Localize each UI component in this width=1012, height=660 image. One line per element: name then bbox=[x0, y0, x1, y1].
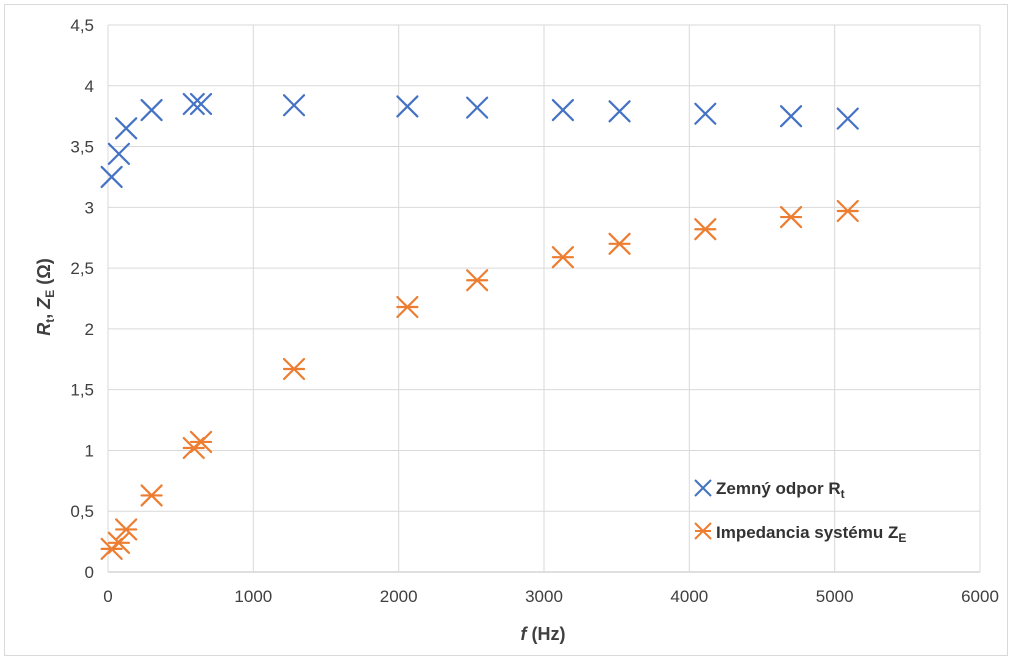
y-tick-label: 4,5 bbox=[70, 16, 94, 35]
x-marker-point bbox=[466, 96, 489, 119]
y-tick-label: 0 bbox=[85, 563, 94, 582]
star-marker-point bbox=[466, 269, 489, 292]
legend-entry-ze: Impedancia systému ZE bbox=[694, 522, 906, 545]
x-marker-point bbox=[100, 165, 123, 189]
star-marker-point bbox=[694, 218, 717, 241]
y-tick-label: 1,5 bbox=[70, 381, 94, 400]
x-marker-point bbox=[608, 100, 631, 123]
y-tick-label: 2 bbox=[85, 320, 94, 339]
svg-text:Zemný odpor Rt: Zemný odpor Rt bbox=[716, 479, 845, 501]
y-tick-label: 2,5 bbox=[70, 259, 94, 278]
star-marker-point bbox=[115, 518, 138, 541]
x-marker-point bbox=[189, 92, 213, 116]
star-marker-point bbox=[107, 531, 131, 554]
y-tick-label: 4 bbox=[85, 77, 94, 96]
series-zemny-odpor bbox=[100, 92, 859, 189]
x-tick-label: 0 bbox=[103, 587, 112, 606]
x-marker-point bbox=[115, 117, 138, 140]
legend-marker-star bbox=[694, 522, 712, 540]
legend-marker-x bbox=[694, 479, 712, 497]
series-impedancia-systemu bbox=[100, 199, 859, 561]
star-marker-point bbox=[189, 430, 213, 454]
star-marker-point bbox=[836, 199, 859, 223]
x-tick-label: 2000 bbox=[380, 587, 418, 606]
svg-text:Impedancia systému ZE: Impedancia systému ZE bbox=[716, 523, 906, 545]
legend: Zemný odpor Rt Impedancia systému ZE bbox=[694, 479, 906, 545]
star-marker-point bbox=[396, 295, 419, 319]
y-tick-label: 3 bbox=[85, 198, 94, 217]
star-marker-point bbox=[608, 232, 631, 255]
legend-label-rt: Zemný odpor R bbox=[716, 479, 841, 498]
x-marker-point bbox=[396, 95, 419, 118]
grid bbox=[107, 24, 981, 573]
x-marker-point bbox=[282, 94, 306, 117]
legend-label-ze: Impedancia systému Z bbox=[716, 523, 898, 542]
x-tick-label: 6000 bbox=[961, 587, 999, 606]
x-marker-point bbox=[107, 142, 131, 165]
tick-labels: 0 0,5 1 1,5 2 2,5 3 3,5 4 4,5 0 1000 2000 3000 4000 500… bbox=[70, 16, 999, 606]
legend-label-ze-sub: E bbox=[898, 531, 906, 545]
x-marker-point bbox=[551, 98, 574, 122]
star-marker-point bbox=[140, 484, 163, 507]
x-tick-label: 5000 bbox=[816, 587, 854, 606]
x-marker-point bbox=[694, 102, 717, 125]
y-tick-label: 3,5 bbox=[70, 138, 94, 157]
data-points bbox=[100, 92, 859, 561]
y-tick-label: 1 bbox=[85, 441, 94, 460]
y-tick-label: 0,5 bbox=[70, 502, 94, 521]
x-tick-label: 1000 bbox=[234, 587, 272, 606]
star-marker-point bbox=[551, 246, 574, 269]
x-marker-point bbox=[836, 107, 859, 130]
x-marker-point bbox=[140, 98, 163, 122]
y-axis-title: Rt, ZE (Ω) bbox=[34, 258, 57, 335]
x-axis-title: f (Hz) bbox=[521, 624, 566, 644]
legend-entry-rt: Zemný odpor Rt bbox=[694, 479, 845, 501]
x-tick-label: 3000 bbox=[525, 587, 563, 606]
x-marker-point bbox=[182, 92, 205, 116]
legend-label-rt-sub: t bbox=[841, 487, 845, 501]
star-marker-point bbox=[282, 357, 306, 381]
x-tick-label: 4000 bbox=[670, 587, 708, 606]
star-marker-point bbox=[779, 205, 803, 229]
x-marker-point bbox=[779, 105, 803, 128]
